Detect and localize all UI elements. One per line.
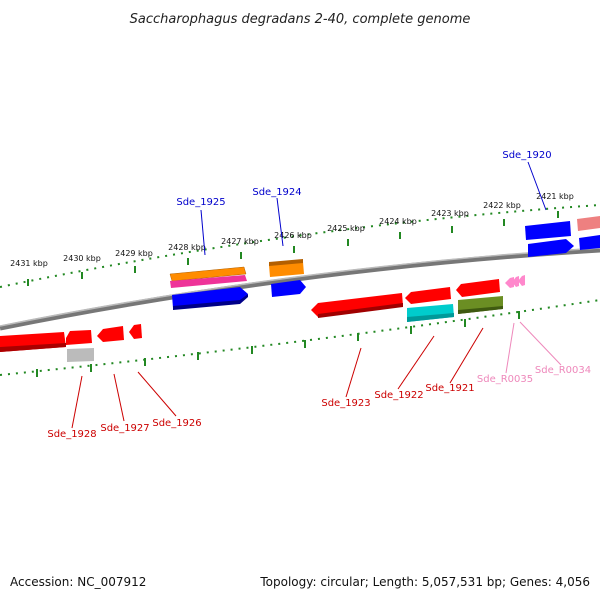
label-sde-1922[interactable]: Sde_1922: [374, 390, 423, 401]
gene-sde-1928b[interactable]: [66, 330, 92, 345]
gene-sde-1924-orange[interactable]: [269, 262, 304, 277]
gene-sde-1920b-cds[interactable]: [528, 239, 574, 257]
leader-lines: [71, 161, 562, 429]
gene-sde-r0035[interactable]: [505, 277, 514, 288]
accession-text: Accession: NC_007912: [10, 575, 146, 589]
label-sde-1927[interactable]: Sde_1927: [100, 423, 149, 434]
scale-label-2427: 2427 kbp: [221, 237, 259, 246]
reverse-strand-genes: [0, 275, 525, 362]
label-sde-1920[interactable]: Sde_1920: [502, 150, 551, 161]
scale-ticks-upper: [27, 211, 559, 286]
scale-label-2431: 2431 kbp: [10, 259, 48, 268]
gene-sde-1925-orange[interactable]: [169, 266, 247, 282]
scale-label-2430: 2430 kbp: [63, 254, 101, 263]
scale-ticks-lower: [36, 311, 520, 377]
topology-text: Topology: circular; Length: 5,057,531 bp…: [259, 575, 590, 589]
gene-sde-r0034[interactable]: [518, 275, 525, 286]
scale-label-2426: 2426 kbp: [274, 231, 312, 240]
gene-sde-1926[interactable]: [129, 324, 142, 339]
scale-line-upper: [0, 204, 600, 288]
genome-backbone: [0, 247, 600, 331]
scale-label-2425: 2425 kbp: [327, 224, 365, 233]
label-sde-r0034[interactable]: Sde_R0034: [535, 365, 591, 376]
label-sde-1924[interactable]: Sde_1924: [252, 187, 301, 198]
gene-sde-1920-cds[interactable]: [525, 221, 571, 240]
scale-label-2423: 2423 kbp: [431, 209, 469, 218]
map-title: Saccharophagus degradans 2-40, complete …: [130, 12, 471, 27]
label-sde-1926[interactable]: Sde_1926: [152, 418, 201, 429]
scale-label-2421: 2421 kbp: [536, 192, 574, 201]
gene-sde-1923[interactable]: [311, 293, 403, 317]
scale-label-2424: 2424 kbp: [379, 217, 417, 226]
scale-label-2422: 2422 kbp: [483, 201, 521, 210]
scale-label-2428: 2428 kbp: [168, 243, 206, 252]
label-sde-r0035[interactable]: Sde_R0035: [477, 374, 533, 385]
gene-sde-1925-magenta[interactable]: [170, 275, 247, 288]
label-sde-1928[interactable]: Sde_1928: [47, 429, 96, 440]
scale-label-2429: 2429 kbp: [115, 249, 153, 258]
gene-sde-1924-cds[interactable]: [271, 280, 306, 297]
label-sde-1921[interactable]: Sde_1921: [425, 383, 474, 394]
gene-sde-1922[interactable]: [405, 287, 451, 304]
forward-strand-genes: [169, 216, 600, 310]
gene-sde-1927[interactable]: [97, 326, 124, 342]
gene-sde-1928-grey[interactable]: [67, 348, 94, 362]
label-sde-1923[interactable]: Sde_1923: [321, 398, 370, 409]
label-sde-1925[interactable]: Sde_1925: [176, 197, 225, 208]
gene-sde-1921[interactable]: [456, 279, 500, 297]
